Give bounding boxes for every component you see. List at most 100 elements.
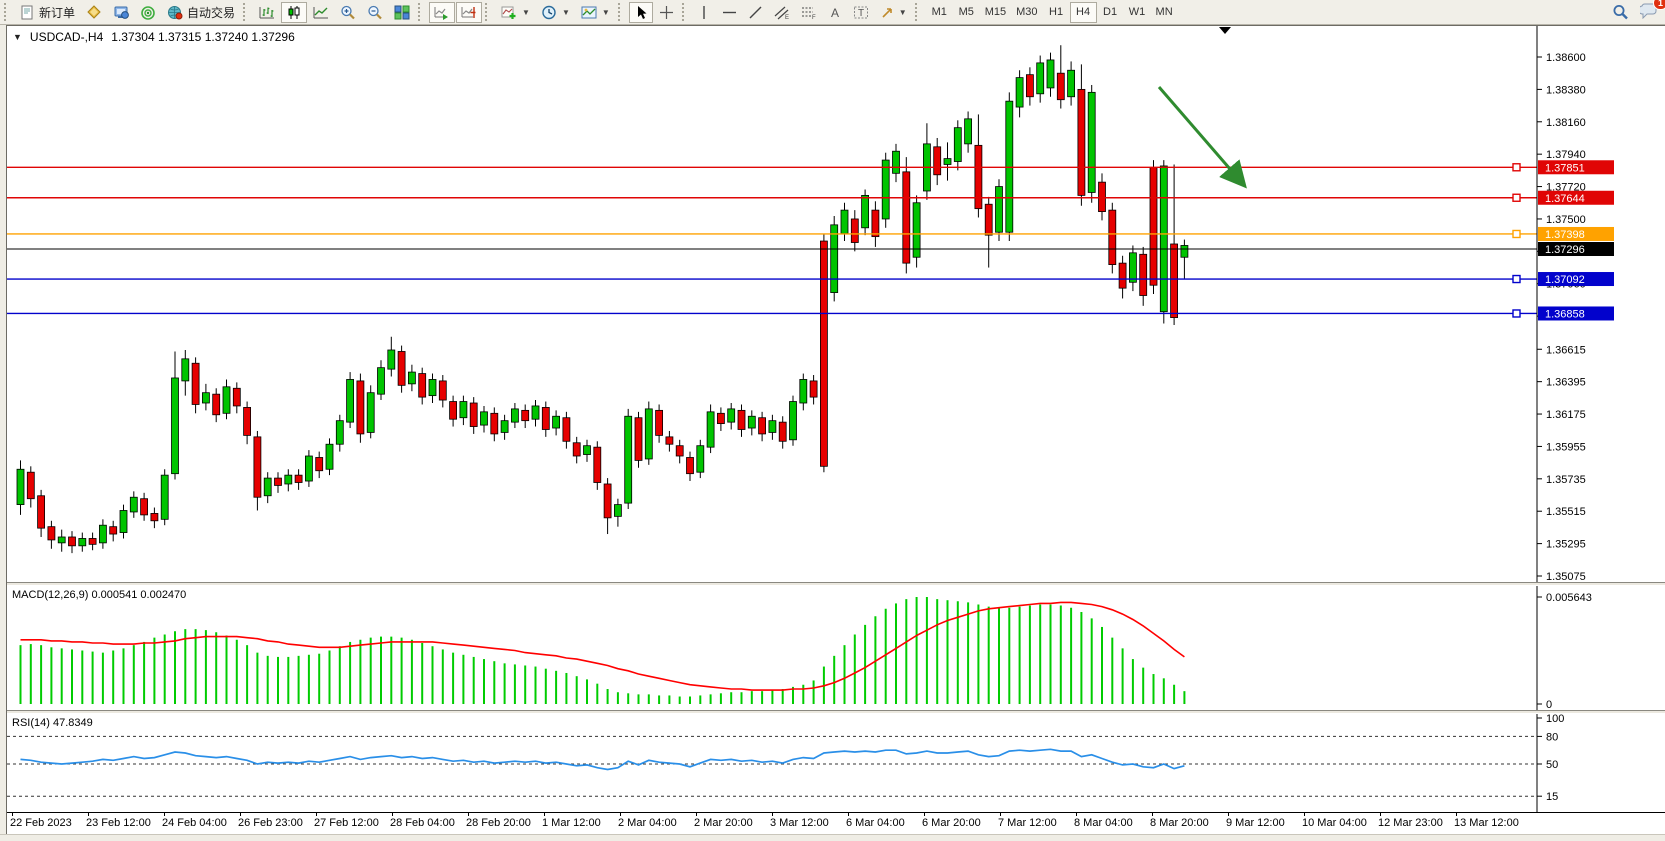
time-axis-tick <box>848 813 849 816</box>
time-axis-label: 6 Mar 04:00 <box>846 817 905 829</box>
new-order-label: 新订单 <box>39 5 76 20</box>
fibonacci-button[interactable]: F <box>796 2 822 23</box>
chart-bars-icon <box>259 6 275 18</box>
timeframe-m5-button[interactable]: M5 <box>953 2 980 23</box>
arrows-button[interactable]: ▼ <box>875 2 912 23</box>
time-axis-tick <box>88 813 89 816</box>
notification-badge[interactable]: 1 <box>1652 0 1665 11</box>
svg-text:1.35515: 1.35515 <box>1546 506 1586 518</box>
metaeditor-button[interactable] <box>81 2 107 23</box>
time-axis-tick <box>772 813 773 816</box>
cursor-button[interactable] <box>628 1 653 23</box>
svg-text:1.37398: 1.37398 <box>1545 229 1585 241</box>
svg-text:E: E <box>785 15 789 20</box>
time-axis-label: 9 Mar 12:00 <box>1226 817 1285 829</box>
time-axis-tick <box>1304 813 1305 816</box>
pane-separator[interactable] <box>7 710 1665 714</box>
time-axis[interactable]: 22 Feb 2023 23 Feb 12:00 24 Feb 04:00 26 Fe… <box>7 812 1665 834</box>
toolbar-grip[interactable] <box>4 3 11 21</box>
toolbar-grip[interactable] <box>617 3 625 21</box>
chart-line-icon <box>313 6 329 18</box>
time-axis-label: 10 Mar 04:00 <box>1302 817 1367 829</box>
trendline-button[interactable] <box>743 2 768 23</box>
text-button[interactable]: A <box>823 2 847 23</box>
pane-separator[interactable] <box>7 582 1665 586</box>
time-axis-label: 24 Feb 04:00 <box>162 817 227 829</box>
toolbar-grip[interactable] <box>914 3 922 21</box>
vertical-line-button[interactable] <box>693 2 716 23</box>
timeframe-m15-button[interactable]: M15 <box>980 2 1011 23</box>
timeframe-m30-button[interactable]: M30 <box>1011 2 1042 23</box>
chart-title-bar: ▼ USDCAD-,H4 1.37304 1.37315 1.37240 1.3… <box>13 30 295 44</box>
svg-text:1.37644: 1.37644 <box>1545 193 1585 205</box>
chat-button[interactable] <box>1635 0 1663 21</box>
time-axis-tick <box>164 813 165 816</box>
timeframe-d1-button[interactable]: D1 <box>1097 2 1124 23</box>
svg-text:80: 80 <box>1546 731 1558 743</box>
zoom-out-icon <box>368 5 382 19</box>
tile-windows-button[interactable] <box>389 2 415 23</box>
timeframe-w1-button[interactable]: W1 <box>1124 2 1151 23</box>
auto-scroll-icon <box>434 6 449 20</box>
timeframe-h4-button[interactable]: H4 <box>1069 1 1097 23</box>
equidistant-channel-icon: E <box>774 6 789 20</box>
periods-button[interactable]: ▼ <box>536 2 575 23</box>
fibonacci-icon: F <box>801 6 816 20</box>
horizontal-line-button[interactable] <box>717 2 742 23</box>
templates-button[interactable]: ▼ <box>576 2 615 23</box>
terminal-button[interactable] <box>108 2 134 23</box>
new-order-button[interactable]: 新订单 <box>15 2 80 23</box>
dropdown-arrow-icon: ▼ <box>601 7 610 17</box>
macd-canvas[interactable]: 0.005643 0 <box>7 586 1665 710</box>
time-axis-label: 8 Mar 20:00 <box>1150 817 1209 829</box>
time-axis-label: 6 Mar 20:00 <box>922 817 981 829</box>
chart-line-button[interactable] <box>308 2 334 23</box>
time-axis-tick <box>1380 813 1381 816</box>
toolbar-grip[interactable] <box>243 3 250 21</box>
timeframe-m1-button[interactable]: M1 <box>926 2 953 23</box>
strategy-tester-button[interactable] <box>135 2 161 23</box>
auto-scroll-button[interactable] <box>429 1 456 23</box>
annotation-arrow <box>1157 86 1247 189</box>
dropdown-arrow-icon: ▼ <box>561 7 570 17</box>
chart-symbol-period: USDCAD-,H4 <box>29 30 104 44</box>
text-label-icon: T <box>853 6 868 19</box>
svg-text:F: F <box>812 15 816 20</box>
chart-shift-button[interactable] <box>456 1 483 23</box>
time-axis-label: 12 Mar 23:00 <box>1378 817 1443 829</box>
periods-clock-icon <box>542 5 556 19</box>
text-label-button[interactable]: T <box>848 2 874 23</box>
crosshair-button[interactable] <box>654 2 679 23</box>
rsi-label: RSI(14) 47.8349 <box>12 717 93 729</box>
zoom-in-button[interactable] <box>335 2 361 23</box>
timeframe-h1-button[interactable]: H1 <box>1043 2 1070 23</box>
toolbar-grip[interactable] <box>485 3 492 21</box>
main-chart-canvas[interactable]: 1.38600 1.38380 1.38160 1.37940 1.37720 1.375… <box>7 26 1665 582</box>
zoom-out-button[interactable] <box>362 2 388 23</box>
indicators-button[interactable]: ▼ <box>496 2 535 23</box>
rsi-canvas[interactable]: 100 80 50 15 <box>7 714 1665 812</box>
time-axis-label: 13 Mar 12:00 <box>1454 817 1519 829</box>
macd-label: MACD(12,26,9) 0.000541 0.002470 <box>12 589 187 601</box>
text-icon: A <box>831 6 839 20</box>
equidistant-channel-button[interactable]: E <box>769 2 795 23</box>
svg-text:1.37720: 1.37720 <box>1546 182 1586 194</box>
chart-bars-button[interactable] <box>254 2 280 23</box>
svg-text:1.37851: 1.37851 <box>1545 162 1585 174</box>
autotrading-button[interactable]: 自动交易 <box>162 2 240 23</box>
timeframe-mn-button[interactable]: MN <box>1151 2 1178 23</box>
timeframe-group: M1 M5 M15 M30 H1 H4 D1 W1 MN <box>926 1 1178 23</box>
toolbar-grip[interactable] <box>418 3 425 21</box>
main-price-pane: 1.38600 1.38380 1.38160 1.37940 1.37720 1.375… <box>7 26 1665 582</box>
svg-text:1.37500: 1.37500 <box>1546 214 1586 226</box>
chart-candles-button[interactable] <box>281 1 308 23</box>
search-icon <box>1613 5 1628 20</box>
search-button[interactable] <box>1607 2 1634 23</box>
svg-text:1.35735: 1.35735 <box>1546 474 1586 486</box>
chart-title-toggle-icon[interactable]: ▼ <box>13 32 22 42</box>
metaeditor-icon <box>87 5 101 19</box>
time-axis-tick <box>544 813 545 816</box>
autotrading-label: 自动交易 <box>187 5 236 20</box>
arrows-icon <box>882 7 892 18</box>
toolbar-grip[interactable] <box>681 3 689 21</box>
